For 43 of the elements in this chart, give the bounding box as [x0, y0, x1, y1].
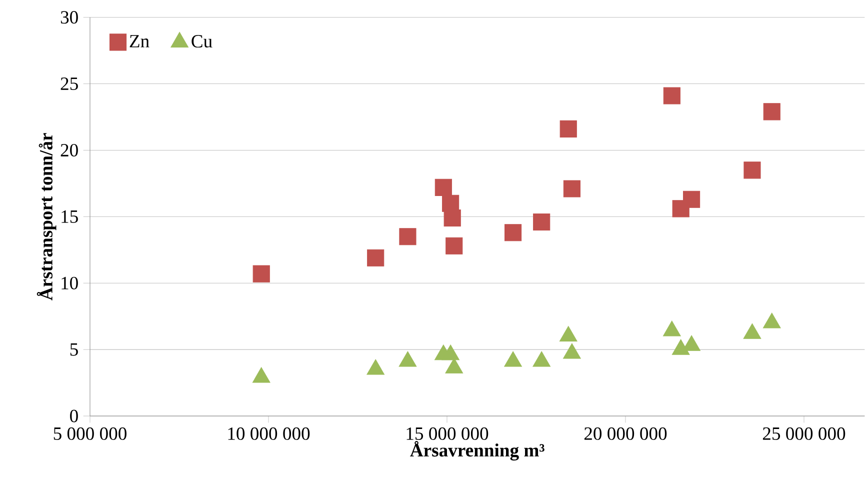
- x-tick-label: 5 000 000: [54, 427, 126, 440]
- point: [367, 249, 384, 266]
- point: [683, 190, 700, 208]
- y-tick-label: 5: [70, 343, 78, 356]
- point: [399, 228, 416, 246]
- y-tick-label: 10: [62, 276, 78, 290]
- point: [744, 162, 761, 179]
- point: [563, 343, 581, 359]
- point: [533, 213, 550, 231]
- x-tick-label: 15 000 000: [406, 427, 488, 440]
- point: [560, 120, 577, 138]
- point: [763, 103, 780, 120]
- point: [743, 323, 762, 339]
- point: [532, 351, 551, 367]
- point: [504, 224, 522, 242]
- y-tick-label: 15: [62, 210, 78, 223]
- point: [559, 326, 578, 342]
- y-axis-title: Årstransport tonn/år: [36, 133, 56, 300]
- y-tick-label: 25: [60, 78, 78, 90]
- point: [252, 265, 270, 282]
- point: [446, 237, 463, 254]
- point: [672, 339, 690, 355]
- point: [434, 178, 452, 196]
- x-tick-label: 10 000 000: [228, 427, 310, 440]
- x-tick-label: 20 000 000: [584, 427, 667, 440]
- y-tick-label: 20: [60, 144, 78, 156]
- point: [504, 351, 522, 367]
- point: [398, 351, 417, 367]
- point: [662, 320, 681, 336]
- legend-label: Cu: [192, 35, 212, 48]
- point: [366, 359, 385, 375]
- point: [762, 312, 781, 328]
- y-tick-label: 30: [60, 11, 78, 24]
- y-tick-label: 0: [70, 410, 78, 422]
- point: [445, 358, 464, 374]
- point: [563, 180, 580, 198]
- point: [252, 367, 270, 383]
- legend-label: Zn: [130, 35, 150, 48]
- point: [663, 87, 680, 104]
- x-axis-title: Årsavrenning m³: [410, 441, 544, 461]
- point: [442, 344, 460, 360]
- x-tick-label: 25 000 000: [762, 427, 846, 440]
- point: [444, 209, 461, 227]
